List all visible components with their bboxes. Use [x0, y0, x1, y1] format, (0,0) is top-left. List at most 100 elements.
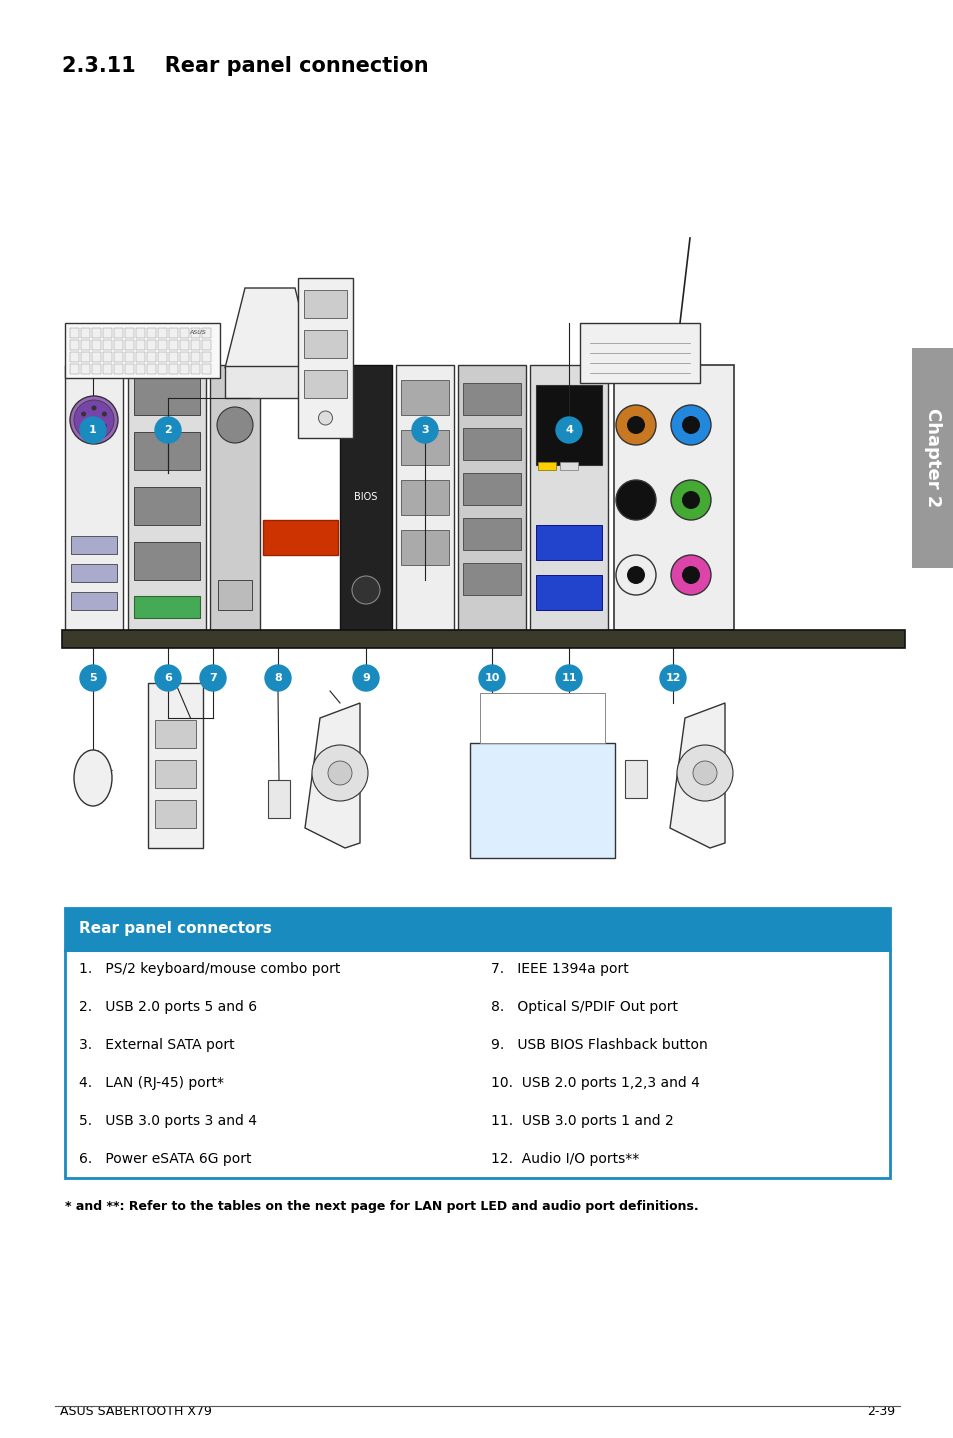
Bar [536, 525, 601, 559]
Text: 9.   USB BIOS Flashback button: 9. USB BIOS Flashback button [491, 1038, 707, 1053]
Circle shape [681, 490, 700, 509]
Text: 7.   IEEE 1394a port: 7. IEEE 1394a port [491, 962, 629, 976]
Polygon shape [225, 288, 314, 368]
Text: 2.   USB 2.0 ports 5 and 6: 2. USB 2.0 ports 5 and 6 [79, 999, 257, 1014]
Bar [202, 364, 211, 374]
Bar [158, 352, 167, 362]
Text: 8.   Optical S/PDIF Out port: 8. Optical S/PDIF Out port [491, 999, 678, 1014]
Bar [62, 630, 904, 649]
Text: 2: 2 [164, 426, 172, 436]
Bar [470, 743, 615, 858]
Bar [136, 339, 145, 349]
Bar [70, 339, 79, 349]
Bar [304, 370, 347, 398]
Bar [103, 352, 112, 362]
Circle shape [556, 417, 581, 443]
Bar [559, 462, 578, 470]
Bar [202, 328, 211, 338]
Bar [147, 339, 156, 349]
Text: 5: 5 [89, 673, 96, 683]
Bar [154, 800, 195, 828]
Bar [103, 339, 112, 349]
Ellipse shape [74, 751, 112, 807]
Bar [65, 1025, 889, 1064]
Circle shape [626, 490, 644, 509]
Bar [81, 328, 90, 338]
Bar [136, 364, 145, 374]
Bar [91, 364, 101, 374]
Bar [65, 951, 889, 1178]
Bar [133, 487, 200, 525]
Bar [81, 339, 90, 349]
Circle shape [91, 430, 96, 434]
Text: 11: 11 [560, 673, 577, 683]
Circle shape [200, 664, 226, 692]
Bar [180, 352, 189, 362]
Circle shape [265, 664, 291, 692]
Circle shape [102, 411, 107, 417]
Bar [65, 1140, 889, 1178]
Text: 2-39: 2-39 [866, 1405, 894, 1418]
Circle shape [556, 664, 581, 692]
Circle shape [626, 567, 644, 584]
Bar [71, 564, 117, 582]
Text: 4.   LAN (RJ-45) port*: 4. LAN (RJ-45) port* [79, 1076, 224, 1090]
Bar [91, 352, 101, 362]
Text: 12: 12 [664, 673, 680, 683]
Circle shape [154, 664, 181, 692]
Bar [158, 328, 167, 338]
Circle shape [478, 664, 504, 692]
Bar [136, 352, 145, 362]
Bar [136, 328, 145, 338]
Bar [225, 367, 314, 398]
Bar [911, 348, 953, 568]
Bar [339, 365, 392, 630]
Bar [191, 352, 200, 362]
Text: 11.  USB 3.0 ports 1 and 2: 11. USB 3.0 ports 1 and 2 [491, 1114, 674, 1127]
Bar [263, 521, 337, 555]
Circle shape [352, 577, 379, 604]
Bar [180, 328, 189, 338]
Text: 6.   Power eSATA 6G port: 6. Power eSATA 6G port [79, 1152, 252, 1166]
Bar [65, 365, 123, 630]
Bar [462, 473, 520, 505]
Circle shape [328, 761, 352, 785]
Bar [191, 339, 200, 349]
Bar [537, 462, 556, 470]
Bar [400, 480, 449, 515]
Text: 9: 9 [362, 673, 370, 683]
Bar [125, 339, 133, 349]
Bar [462, 564, 520, 595]
Text: 10: 10 [484, 673, 499, 683]
Bar [148, 683, 203, 848]
Bar [71, 592, 117, 610]
Circle shape [216, 407, 253, 443]
Bar [70, 364, 79, 374]
Bar [113, 364, 123, 374]
Text: Chapter 2: Chapter 2 [923, 408, 941, 508]
Circle shape [81, 424, 86, 429]
Text: 2.3.11    Rear panel connection: 2.3.11 Rear panel connection [62, 56, 428, 76]
Bar [400, 380, 449, 416]
Bar [91, 328, 101, 338]
Bar [71, 536, 117, 554]
Polygon shape [305, 703, 359, 848]
Circle shape [616, 480, 656, 521]
Bar [81, 352, 90, 362]
Bar [304, 290, 347, 318]
Bar [400, 531, 449, 565]
Text: 8: 8 [274, 673, 281, 683]
Bar [304, 329, 347, 358]
Bar [65, 1064, 889, 1102]
Text: 7: 7 [209, 673, 216, 683]
Text: * and **: Refer to the tables on the next page for LAN port LED and audio port d: * and **: Refer to the tables on the nex… [65, 1199, 698, 1214]
Text: 6: 6 [164, 673, 172, 683]
Text: 12.  Audio I/O ports**: 12. Audio I/O ports** [491, 1152, 639, 1166]
Bar [395, 365, 454, 630]
Text: Rear panel connectors: Rear panel connectors [79, 922, 272, 936]
Bar [113, 328, 123, 338]
Bar [191, 328, 200, 338]
Bar [218, 580, 252, 610]
Circle shape [353, 664, 378, 692]
Bar [147, 364, 156, 374]
